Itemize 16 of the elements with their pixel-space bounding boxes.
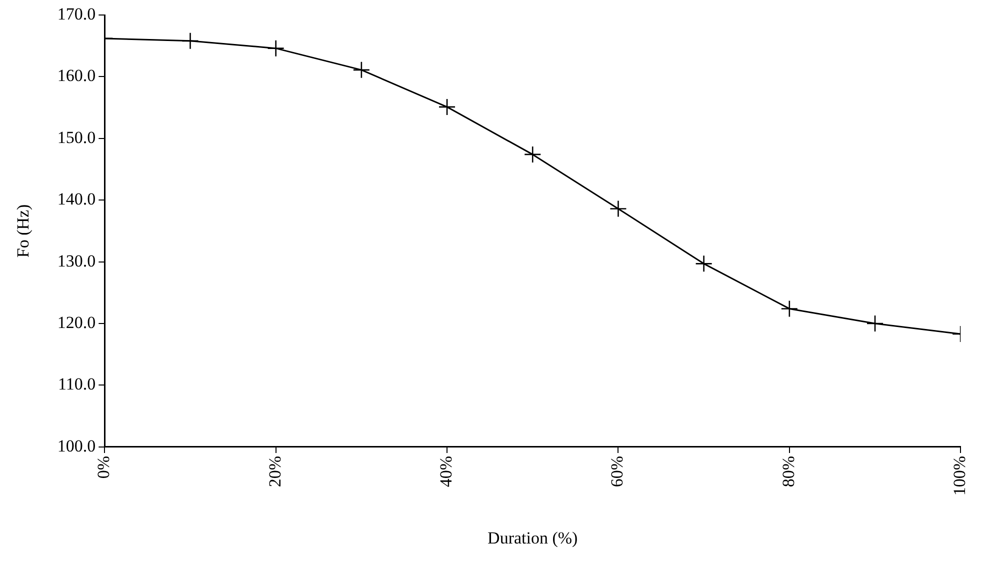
y-tick-label: 140.0 [57, 190, 96, 209]
y-tick-label: 100.0 [57, 436, 96, 456]
y-axis-title: Fo (Hz) [14, 204, 33, 258]
x-tick-label: 20% [265, 456, 284, 488]
y-tick-label: 120.0 [57, 312, 96, 332]
x-axis-title: Duration (%) [488, 528, 578, 548]
y-tick-label: 170.0 [57, 4, 96, 24]
y-tick-label: 110.0 [58, 374, 96, 394]
x-tick-label: 0% [94, 456, 114, 479]
y-tick-label: 130.0 [57, 251, 96, 270]
x-tick-label: 80% [778, 456, 798, 488]
y-tick-label: 150.0 [57, 128, 96, 147]
y-tick-label: 160.0 [57, 66, 96, 86]
x-tick-label: 40% [436, 456, 456, 488]
x-tick-label: 60% [608, 456, 627, 488]
x-tick-label: 100% [950, 456, 970, 496]
